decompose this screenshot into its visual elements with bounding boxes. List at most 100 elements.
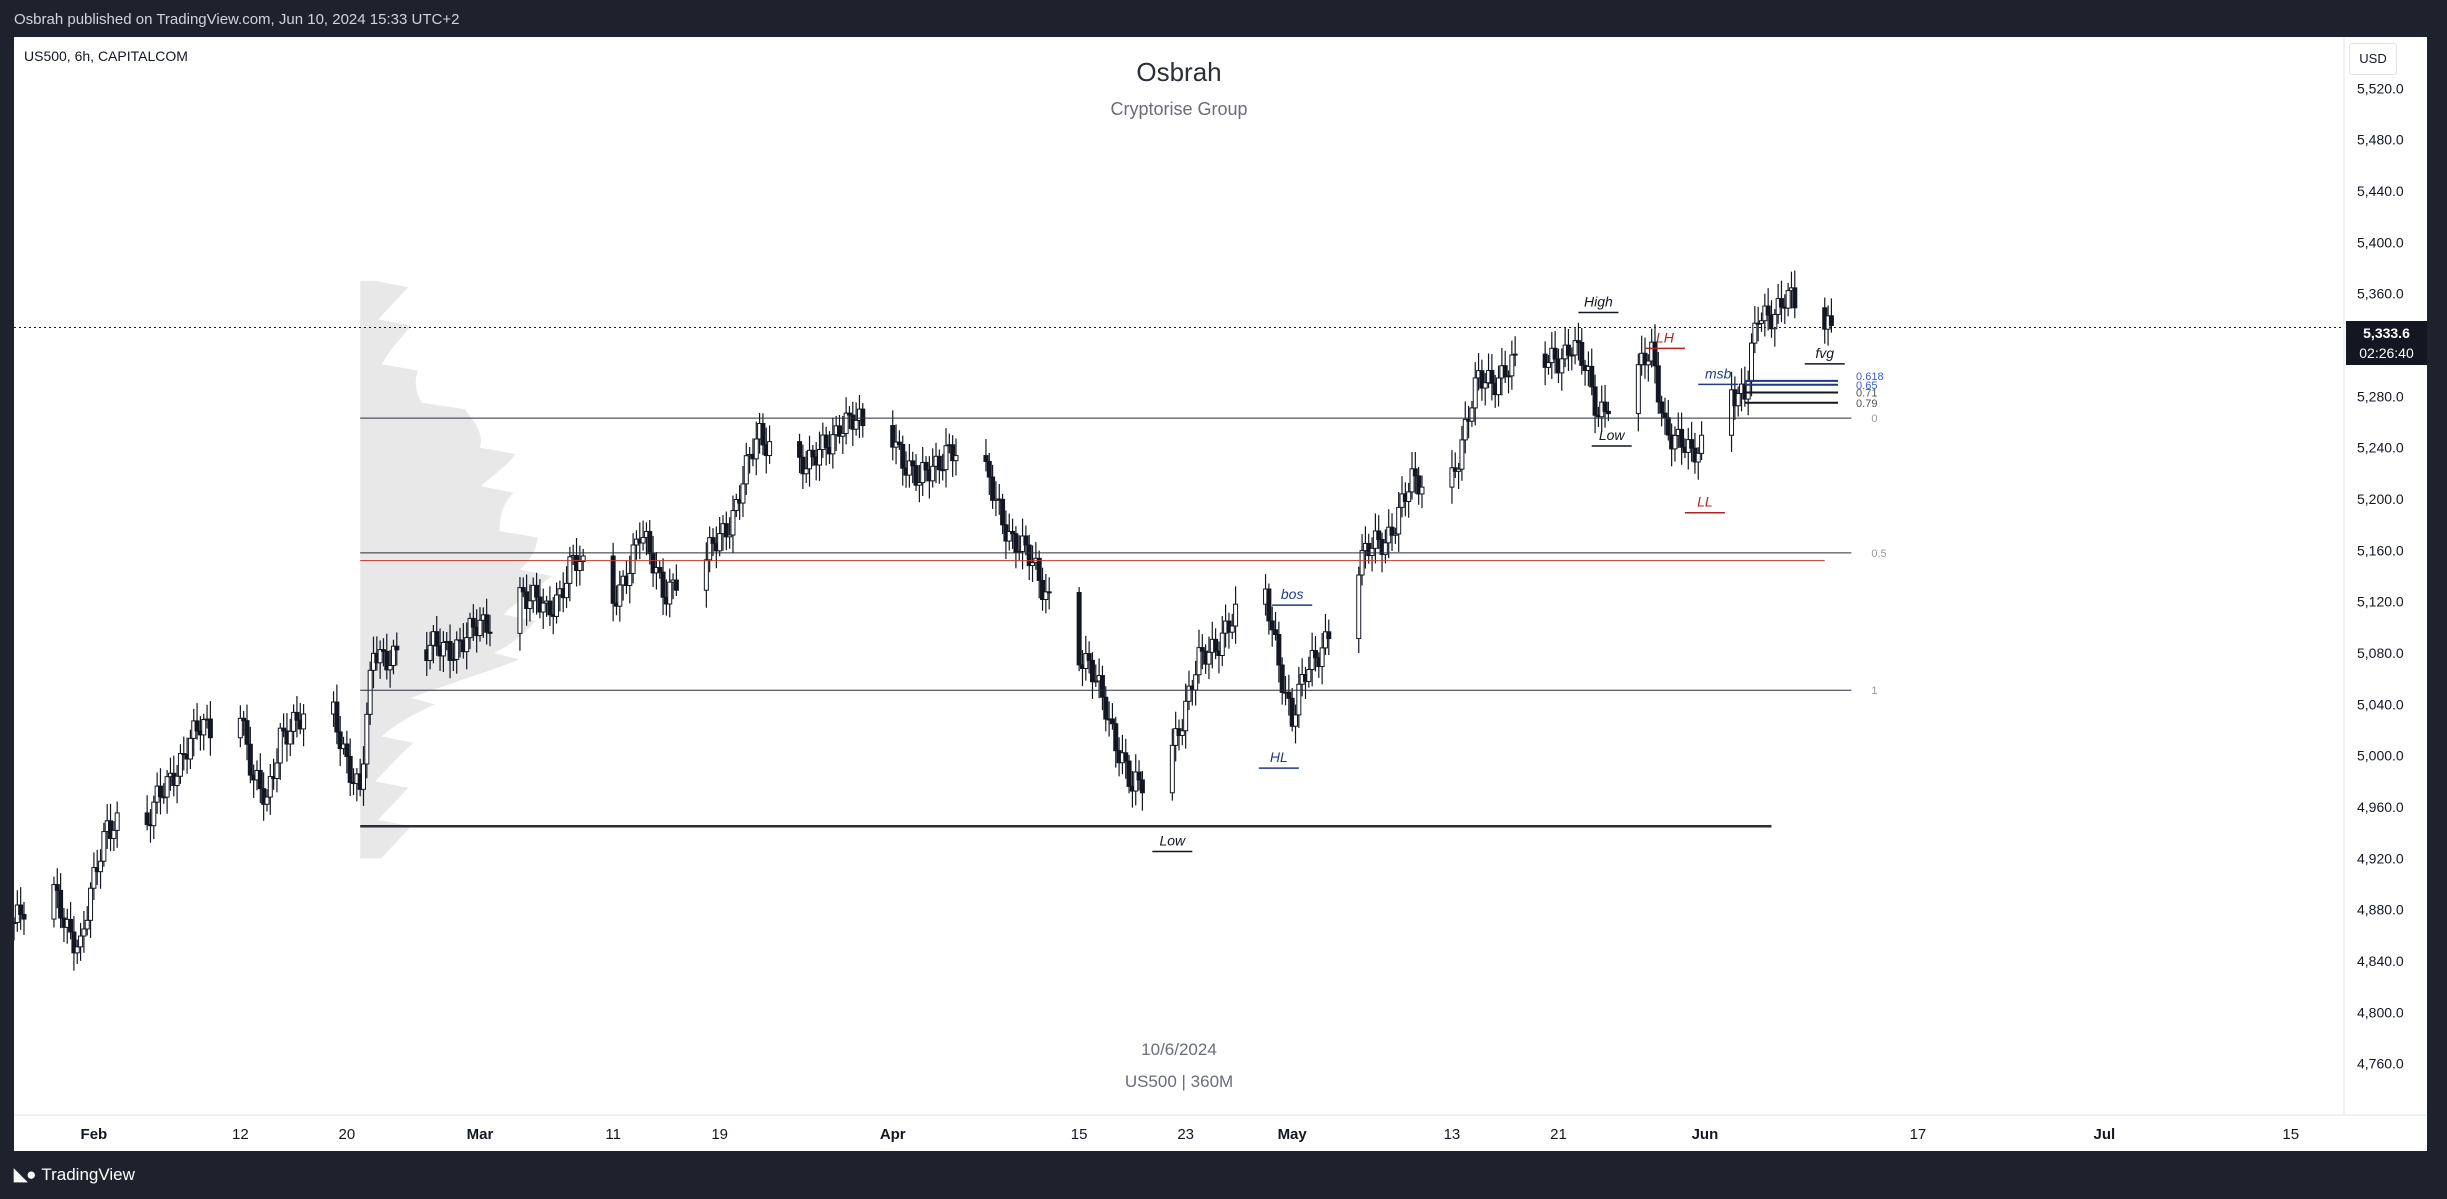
candle-body	[1778, 298, 1784, 308]
candle-body	[1219, 632, 1225, 656]
candle-body	[1296, 683, 1302, 716]
candle-body	[1679, 428, 1685, 448]
candle-body	[1196, 647, 1202, 676]
candle-body	[1006, 531, 1012, 542]
candle	[1023, 525, 1029, 556]
candle-body	[1602, 401, 1608, 412]
candle-body	[647, 531, 653, 555]
candle	[51, 876, 57, 928]
candle	[1306, 656, 1312, 688]
candle-body	[1785, 290, 1791, 309]
candle-body	[1286, 691, 1292, 699]
candle	[1672, 426, 1678, 462]
candle-body	[630, 544, 636, 574]
candle-body	[487, 631, 493, 634]
candle-body	[707, 537, 713, 561]
candle	[1356, 566, 1362, 654]
y-tick-label: 5,360.0	[2357, 286, 2404, 302]
candle-body	[1662, 412, 1668, 419]
candle-body	[564, 582, 570, 599]
candle	[1449, 450, 1455, 504]
candle-body	[261, 788, 267, 805]
candle-body	[81, 928, 87, 937]
candle	[1109, 703, 1115, 730]
candle	[1542, 341, 1548, 386]
candle-body	[1659, 401, 1665, 414]
candle-body	[1409, 468, 1415, 493]
candle-body	[1695, 452, 1701, 463]
candle-body	[114, 812, 120, 831]
candle-body	[1552, 347, 1558, 360]
currency-button[interactable]: USD	[2349, 43, 2397, 75]
candle-body	[54, 884, 60, 891]
candle	[114, 801, 120, 848]
candle	[387, 649, 393, 688]
candle	[244, 704, 250, 761]
candle	[454, 631, 460, 674]
candle-body	[830, 434, 836, 455]
candle	[923, 456, 929, 482]
candle-body	[377, 649, 383, 664]
candle	[384, 633, 390, 680]
x-tick-label: Jul	[2093, 1126, 2115, 1143]
candle-body	[1689, 439, 1695, 449]
candle-body	[1086, 653, 1092, 661]
candle	[906, 444, 912, 488]
candle-body	[164, 776, 170, 798]
candle-body	[1592, 386, 1598, 416]
candle-body	[1186, 685, 1192, 702]
candle	[14, 917, 17, 941]
candle	[477, 607, 483, 642]
candle-body	[108, 820, 114, 840]
candle-body	[1289, 697, 1295, 727]
candle	[1010, 518, 1016, 549]
last-price-badge: 5,333.6 02:26:40	[2346, 321, 2427, 365]
candle-body	[367, 669, 373, 715]
candle	[294, 696, 300, 738]
x-tick-label: 11	[605, 1126, 621, 1143]
candle	[78, 922, 84, 961]
candle	[1778, 280, 1784, 323]
candle-body	[1699, 434, 1705, 454]
candle-body	[727, 534, 733, 538]
candle	[843, 397, 849, 445]
candle	[1289, 687, 1295, 732]
candle	[81, 911, 87, 953]
candle	[1043, 573, 1049, 614]
x-tick-label: 21	[1550, 1126, 1567, 1143]
y-tick-label: 5,480.0	[2357, 132, 2404, 148]
x-tick-label: 12	[232, 1126, 249, 1143]
candle-body	[291, 711, 297, 732]
candle-body	[1496, 377, 1502, 396]
fib-label: 0.71	[1856, 387, 1877, 399]
candle	[1169, 728, 1175, 801]
candle-body	[913, 465, 919, 486]
x-tick-label: Mar	[467, 1126, 494, 1143]
candle-body	[817, 448, 823, 466]
y-tick-label: 4,840.0	[2357, 953, 2404, 969]
candle	[1013, 526, 1019, 569]
candle	[1396, 491, 1402, 552]
candle	[1133, 754, 1139, 806]
candle-body	[547, 600, 553, 616]
candle	[467, 612, 473, 650]
candle	[157, 768, 163, 815]
x-tick-label: May	[1278, 1126, 1308, 1143]
candle	[487, 614, 493, 647]
candle-body	[1093, 680, 1099, 683]
candle	[434, 616, 440, 656]
candle	[1602, 385, 1608, 428]
y-tick-label: 5,280.0	[2357, 388, 2404, 404]
price-chart[interactable]: 5,520.05,480.05,440.05,400.05,360.05,320…	[14, 37, 2427, 1151]
candle	[610, 542, 616, 622]
candle-body	[610, 555, 616, 604]
candle	[367, 661, 373, 725]
candle	[151, 795, 157, 840]
candle	[1123, 738, 1129, 779]
tradingview-logo[interactable]: ◣● TradingView	[14, 1165, 135, 1185]
candle	[524, 574, 530, 626]
candle-body	[1406, 491, 1412, 502]
candle	[1469, 400, 1475, 427]
publish-text: Osbrah published on TradingView.com, Jun…	[14, 11, 460, 28]
candle-body	[743, 455, 749, 485]
